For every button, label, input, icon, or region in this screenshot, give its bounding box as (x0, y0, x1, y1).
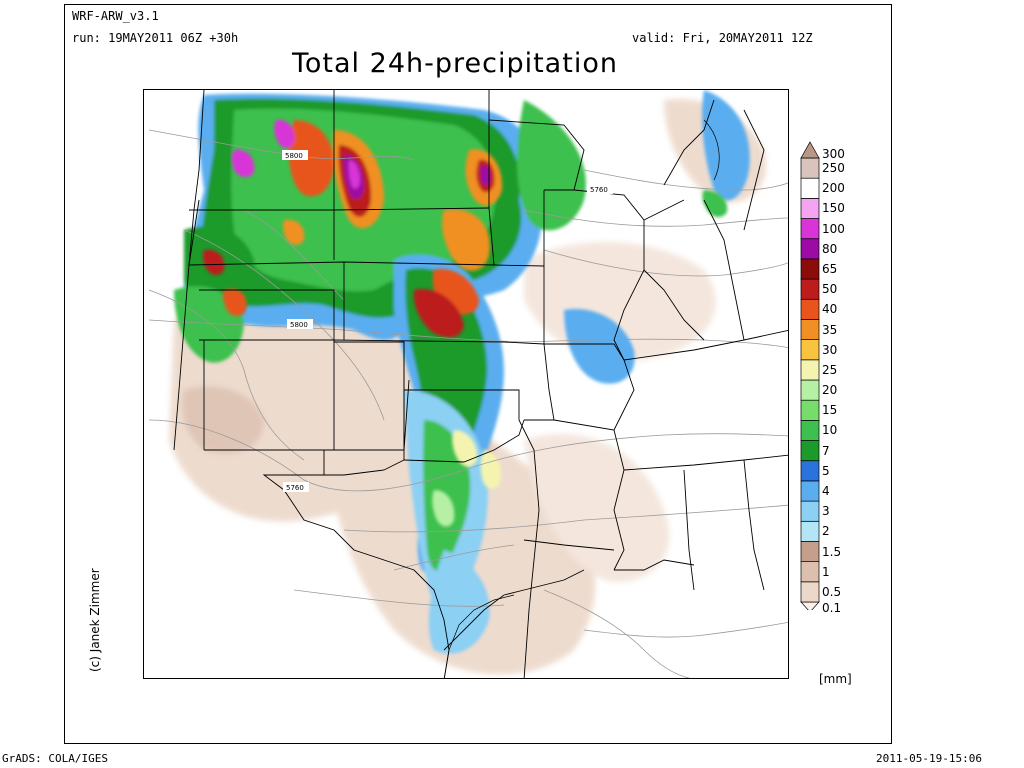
colorbar-label: 3 (822, 504, 830, 519)
colorbar-segment (800, 258, 820, 280)
colorbar-label: 250 (822, 161, 845, 176)
colorbar-segment (800, 218, 820, 240)
colorbar-segment (800, 339, 820, 361)
footer-right: 2011-05-19-15:06 (876, 752, 982, 765)
colorbar-label: 30 (822, 342, 838, 357)
colorbar-label: 1 (822, 564, 830, 579)
coastline (443, 119, 720, 678)
contour-label: 5760 (590, 186, 608, 194)
credit-text: (c) Janek Zimmer (88, 568, 102, 672)
model-label: WRF-ARW_v3.1 (72, 9, 159, 23)
colorbar-label: 20 (822, 383, 838, 398)
contour-label: 5800 (290, 321, 308, 329)
valid-label: valid: Fri, 20MAY2011 12Z (632, 31, 813, 45)
colorbar-label: 80 (822, 241, 838, 256)
colorbar-label: 2 (822, 524, 830, 539)
colorbar-label: 35 (822, 322, 838, 337)
contour-label: 5800 (285, 152, 303, 160)
colorbar-segment (800, 198, 820, 219)
colorbar-label: 0.5 (822, 584, 842, 599)
colorbar-segment (800, 581, 820, 603)
colorbar-label: 200 (822, 181, 845, 196)
colorbar-segment (800, 359, 820, 381)
colorbar-segment (800, 480, 820, 502)
colorbar-label: 4 (822, 484, 830, 498)
colorbar (800, 141, 820, 614)
colorbar-segment (800, 177, 820, 199)
colorbar-label: 25 (822, 362, 838, 377)
colorbar-segment (800, 541, 820, 562)
run-label: run: 19MAY2011 06Z +30h (72, 31, 239, 45)
colorbar-segment (800, 440, 820, 462)
colorbar-segment (800, 420, 820, 441)
colorbar-label: 5 (822, 463, 830, 478)
precipitation-map: 5800 5760 5800 5760 (143, 89, 789, 679)
colorbar-segment (800, 500, 820, 522)
colorbar-segment (800, 141, 820, 159)
colorbar-segment (800, 561, 820, 583)
colorbar-segment (800, 379, 820, 401)
map-title: Total 24h-precipitation (292, 48, 618, 79)
state-boundaries (173, 90, 788, 678)
colorbar-segment (800, 319, 820, 340)
colorbar-label: 150 (822, 201, 845, 216)
colorbar-label: 1.5 (822, 544, 842, 559)
precip-heavy (203, 119, 728, 527)
contour-label: 5760 (286, 484, 304, 492)
colorbar-label: 100 (822, 221, 845, 236)
colorbar-label: 10 (822, 423, 838, 438)
colorbar-segment (800, 157, 820, 179)
colorbar-label: 7 (822, 443, 830, 458)
colorbar-segment (800, 238, 820, 260)
colorbar-segment (800, 460, 820, 482)
plot-frame (64, 4, 892, 744)
footer-left: GrADS: COLA/IGES (2, 752, 108, 765)
colorbar-label: 0.1 (822, 601, 842, 615)
colorbar-segment (800, 520, 820, 542)
colorbar-label: 65 (822, 262, 838, 276)
colorbar-segment (800, 399, 820, 421)
colorbar-segment (800, 278, 820, 300)
contour-label-group: 5800 5760 5800 5760 (282, 150, 613, 492)
map-canvas: 5800 5760 5800 5760 (148, 90, 788, 678)
colorbar-svg (800, 141, 820, 610)
unit-label: [mm] (819, 672, 852, 686)
colorbar-label: 300 (822, 147, 845, 161)
colorbar-segment (800, 601, 820, 610)
colorbar-label: 50 (822, 282, 838, 297)
colorbar-label: 15 (822, 403, 838, 418)
colorbar-segment (800, 298, 820, 320)
colorbar-label: 40 (822, 302, 838, 317)
